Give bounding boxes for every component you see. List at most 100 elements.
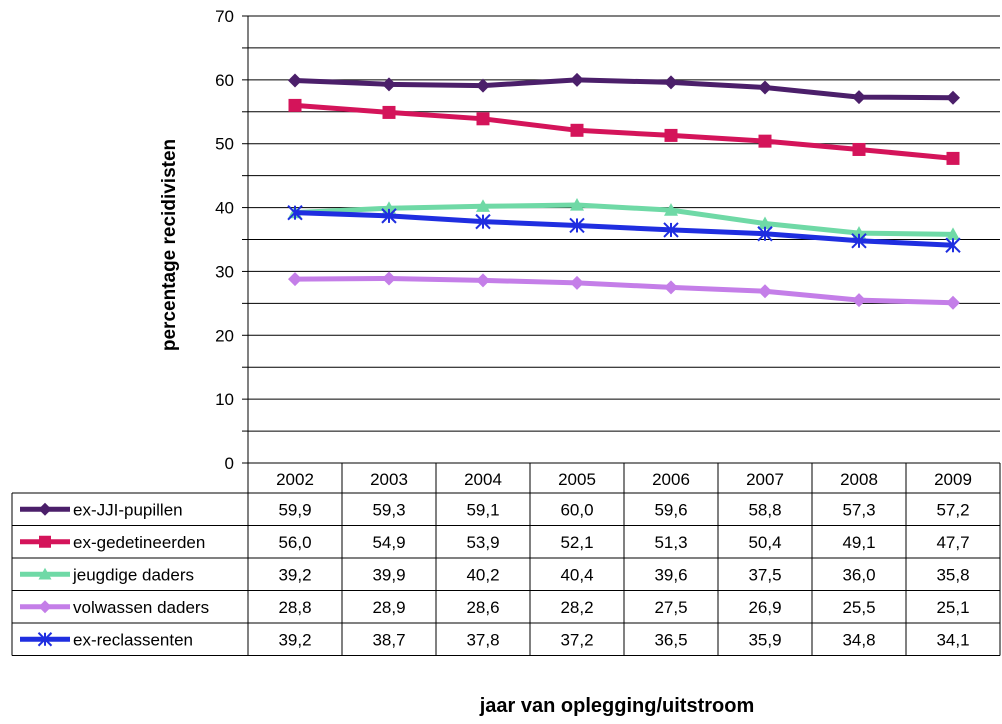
data-value-label: 34,1: [936, 630, 969, 649]
data-point: [38, 502, 52, 516]
data-value-label: 59,3: [372, 500, 405, 519]
data-value-label: 52,1: [560, 533, 593, 552]
x-category-label: 2002: [276, 470, 314, 489]
data-point: [664, 203, 678, 216]
data-point: [288, 98, 302, 112]
data-point: [757, 226, 773, 242]
y-tick-label: 50: [215, 135, 234, 154]
data-value-label: 39,2: [278, 630, 311, 649]
data-point: [476, 112, 490, 126]
data-point: [382, 105, 396, 119]
data-point: [664, 280, 678, 295]
x-category-label: 2009: [934, 470, 972, 489]
data-value-label: 39,9: [372, 565, 405, 584]
y-tick-label: 60: [215, 71, 234, 90]
data-value-label: 25,5: [842, 598, 875, 617]
y-tick-label: 70: [215, 7, 234, 26]
data-point: [570, 275, 584, 290]
data-point: [569, 217, 585, 234]
data-point: [39, 535, 51, 548]
series-line: [294, 102, 954, 161]
data-value-label: 28,9: [372, 598, 405, 617]
x-category-label: 2007: [746, 470, 784, 489]
data-point: [381, 208, 397, 224]
data-point: [946, 151, 960, 165]
data-value-label: 36,0: [842, 565, 875, 584]
data-point: [852, 293, 866, 308]
data-point: [945, 237, 961, 253]
x-axis-label: jaar van oplegging/uitstroom: [479, 695, 754, 717]
x-category-label: 2004: [464, 470, 502, 489]
data-value-label: 28,6: [466, 598, 499, 617]
data-point: [852, 142, 866, 156]
data-point: [758, 80, 772, 95]
data-value-label: 39,6: [654, 565, 687, 584]
data-value-label: 49,1: [842, 533, 875, 552]
data-point: [851, 233, 867, 249]
data-point: [946, 227, 960, 240]
legend-label: volwassen daders: [73, 598, 209, 617]
data-point: [758, 134, 772, 148]
data-point: [758, 216, 772, 230]
data-point: [570, 123, 584, 137]
data-value-label: 57,3: [842, 500, 875, 519]
data-value-label: 58,8: [748, 500, 781, 519]
x-category-label: 2006: [652, 470, 690, 489]
data-value-label: 40,4: [560, 565, 593, 584]
data-point: [382, 271, 396, 286]
x-category-label: 2008: [840, 470, 878, 489]
data-point: [382, 201, 396, 214]
data-point: [476, 199, 490, 212]
data-value-label: 26,9: [748, 598, 781, 617]
data-value-label: 54,9: [372, 533, 405, 552]
data-value-label: 59,1: [466, 500, 499, 519]
data-value-label: 47,7: [936, 533, 969, 552]
data-point: [288, 73, 302, 88]
data-value-label: 59,6: [654, 500, 687, 519]
y-tick-label: 30: [215, 262, 234, 281]
data-table: 2002 2003 2004 2005 2006 2007 2008 2009 ex-JJI-p…: [11, 463, 1001, 656]
data-value-label: 51,3: [654, 533, 687, 552]
data-point: [570, 72, 584, 87]
series-lines: [287, 72, 961, 310]
data-value-label: 27,5: [654, 598, 687, 617]
data-point: [476, 273, 490, 288]
data-value-label: 28,2: [560, 598, 593, 617]
y-axis-ticks: 0 10 20 30 40 50 60 70: [215, 7, 248, 473]
data-value-label: 25,1: [936, 598, 969, 617]
legend-label: ex-reclassenten: [73, 630, 193, 649]
x-category-label: 2005: [558, 470, 596, 489]
data-value-label: 40,2: [466, 565, 499, 584]
data-point: [37, 632, 53, 647]
data-value-label: 57,2: [936, 500, 969, 519]
data-value-label: 59,9: [278, 500, 311, 519]
x-category-label: 2003: [370, 470, 408, 489]
data-point: [38, 567, 52, 580]
data-value-label: 34,8: [842, 630, 875, 649]
legend-label: jeugdige daders: [72, 565, 194, 584]
data-point: [663, 222, 679, 238]
data-value-label: 50,4: [748, 533, 781, 552]
data-point: [476, 78, 490, 93]
data-point: [664, 128, 678, 142]
legend-label: ex-gedetineerden: [73, 533, 205, 552]
data-point: [852, 226, 866, 239]
data-value-label: 36,5: [654, 630, 687, 649]
series-line: [294, 202, 954, 237]
data-value-label: 53,9: [466, 533, 499, 552]
data-value-label: 28,8: [278, 598, 311, 617]
series-line: [294, 210, 954, 248]
data-point: [570, 198, 584, 211]
data-point: [288, 272, 302, 287]
data-value-label: 37,2: [560, 630, 593, 649]
data-value-label: 39,2: [278, 565, 311, 584]
legend-label: ex-JJI-pupillen: [73, 500, 183, 519]
data-point: [382, 77, 396, 92]
data-value-label: 37,5: [748, 565, 781, 584]
data-point: [852, 90, 866, 105]
data-point: [946, 90, 960, 105]
series-line: [294, 77, 954, 101]
data-point: [664, 75, 678, 90]
data-point: [38, 600, 52, 614]
